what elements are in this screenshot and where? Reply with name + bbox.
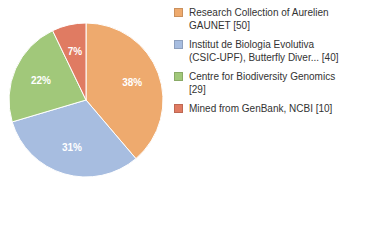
html-text:Institut de Biologia Evolutiva: Institut de Biologia Evolutiva (CSIC-UPF… (189, 39, 339, 63)
html-text:Mined from GenBank, NCBI [10]: Mined from GenBank, NCBI [10] (189, 103, 333, 114)
svg-text:22%: 22% (31, 75, 51, 86)
html-text:Research Collection of Aurelie: Research Collection of Aurelien GAUNET [… (189, 7, 329, 31)
svg-text:7%: 7% (68, 46, 83, 57)
svg-text:38%: 38% (122, 77, 142, 88)
svg-text:31%: 31% (62, 142, 82, 153)
html-text:Centre for Biodiversity Genomi: Centre for Biodiversity Genomics [29] (189, 71, 336, 95)
